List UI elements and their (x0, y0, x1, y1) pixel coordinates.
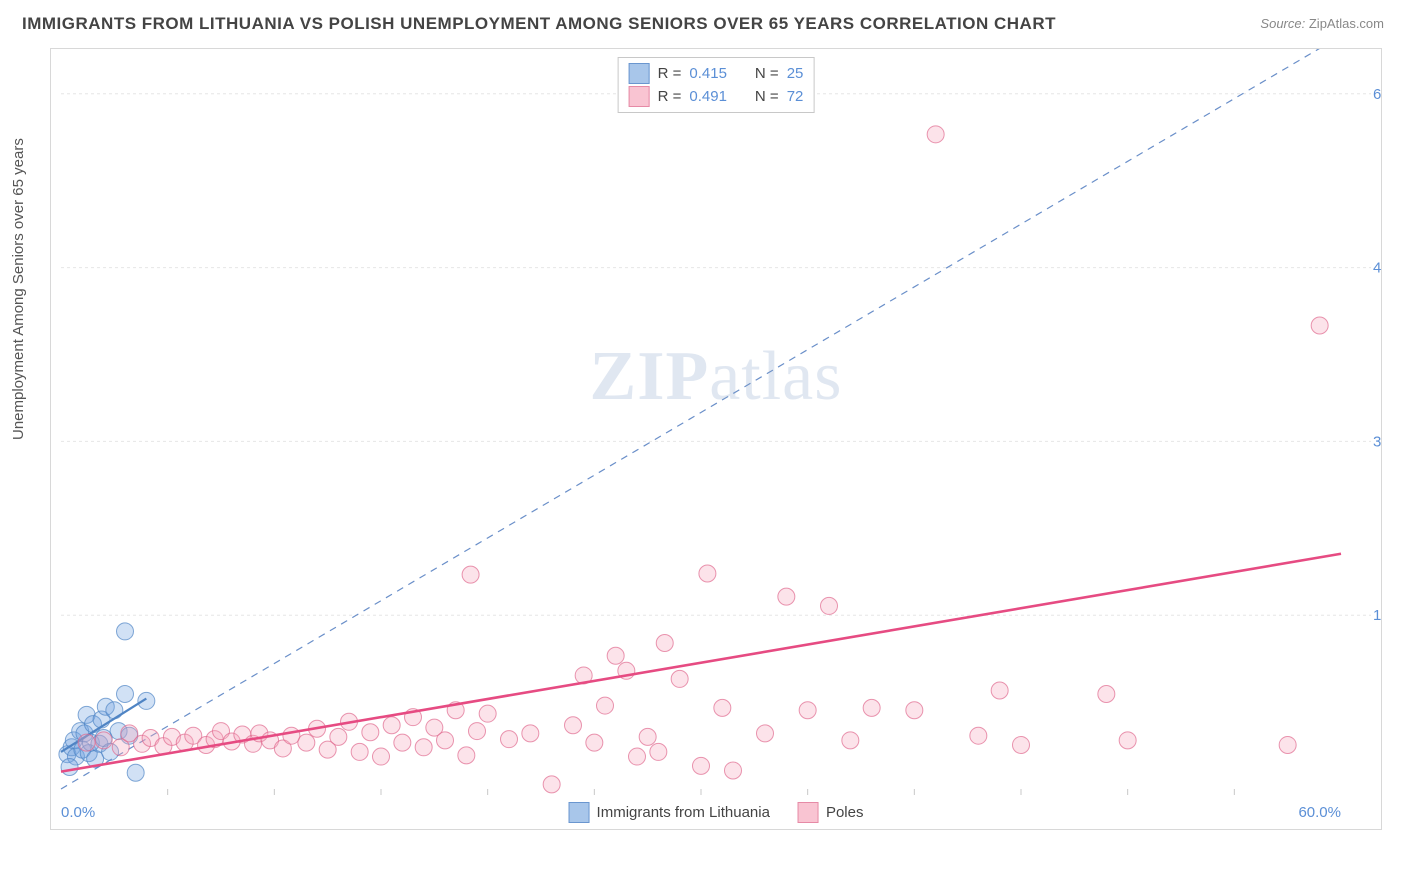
legend-n-value: 72 (787, 88, 804, 105)
source-label: Source: (1260, 16, 1305, 31)
y-axis-label: Unemployment Among Seniors over 65 years (10, 138, 27, 440)
page-title: IMMIGRANTS FROM LITHUANIA VS POLISH UNEM… (22, 14, 1056, 34)
source-credit: Source: ZipAtlas.com (1260, 16, 1384, 31)
legend-swatch-blue (629, 63, 650, 84)
scatter-chart: 15.0% 30.0% 45.0% 60.0% 0.0% 60.0% (51, 49, 1381, 829)
legend-swatch-blue (569, 802, 590, 823)
source-value: ZipAtlas.com (1309, 16, 1384, 31)
series-legend: Immigrants from Lithuania Poles (569, 802, 864, 823)
svg-text:60.0%: 60.0% (1373, 86, 1381, 103)
svg-text:45.0%: 45.0% (1373, 260, 1381, 277)
legend-n-label: N = (755, 88, 779, 105)
legend-n-value: 25 (787, 65, 804, 82)
correlation-legend: R = 0.415 N = 25 R = 0.491 N = 72 (618, 57, 815, 113)
svg-text:0.0%: 0.0% (61, 804, 95, 821)
svg-text:60.0%: 60.0% (1298, 804, 1341, 821)
legend-swatch-pink (629, 86, 650, 107)
svg-text:30.0%: 30.0% (1373, 433, 1381, 450)
legend-r-value: 0.415 (689, 65, 727, 82)
chart-container: R = 0.415 N = 25 R = 0.491 N = 72 ZIPatl… (50, 48, 1382, 830)
legend-swatch-pink (798, 802, 819, 823)
legend-r-label: R = (658, 88, 682, 105)
series-label: Poles (826, 804, 864, 821)
legend-r-label: R = (658, 65, 682, 82)
series-legend-item: Immigrants from Lithuania (569, 802, 770, 823)
legend-row-pink: R = 0.491 N = 72 (629, 85, 804, 108)
series-legend-item: Poles (798, 802, 864, 823)
legend-r-value: 0.491 (689, 88, 727, 105)
legend-row-blue: R = 0.415 N = 25 (629, 62, 804, 85)
series-label: Immigrants from Lithuania (597, 804, 770, 821)
svg-text:15.0%: 15.0% (1373, 607, 1381, 624)
legend-n-label: N = (755, 65, 779, 82)
